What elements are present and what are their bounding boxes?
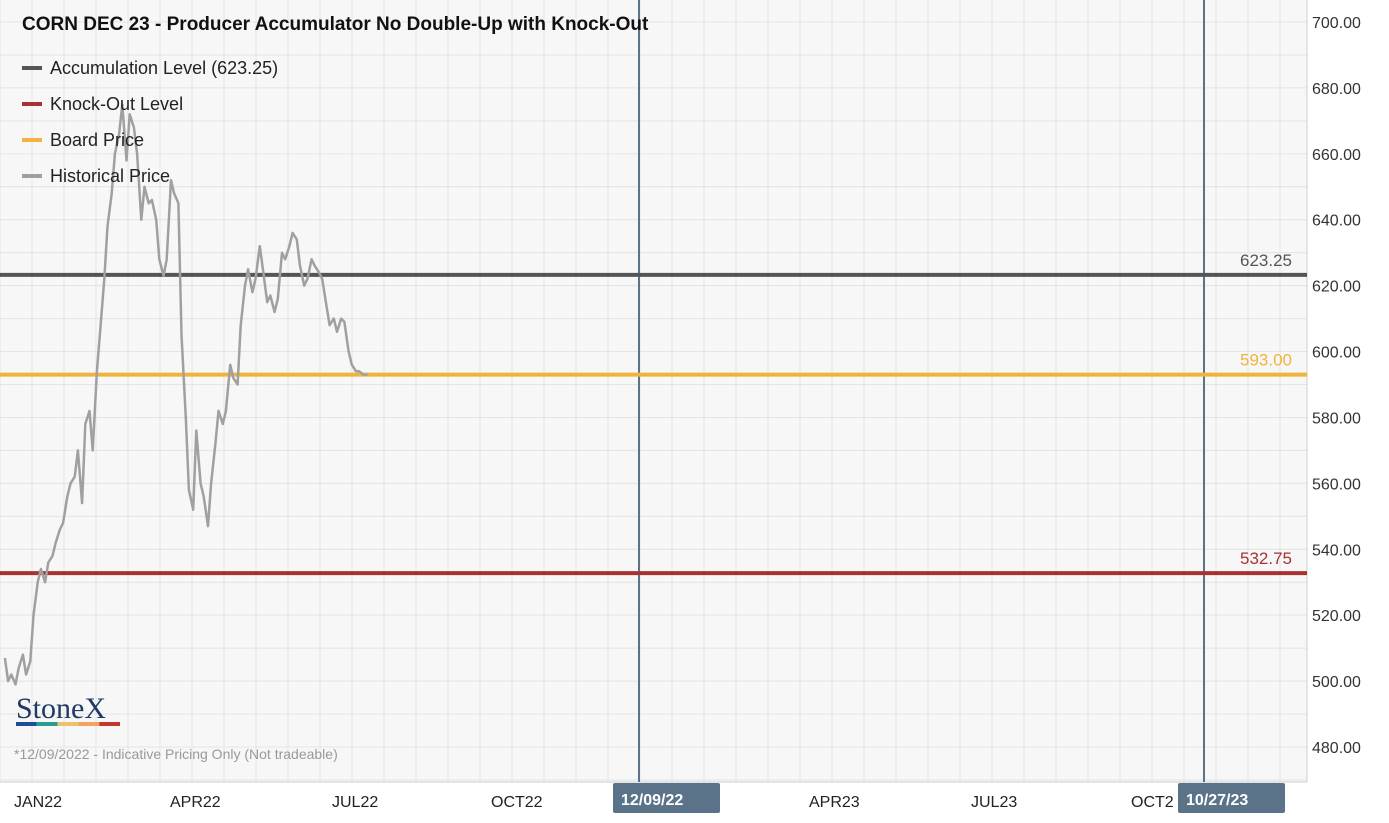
- level-value-label: 623.25: [1240, 251, 1292, 270]
- legend-label: Board Price: [50, 130, 144, 150]
- y-tick-label: 680.00: [1312, 81, 1361, 98]
- y-tick-label: 560.00: [1312, 476, 1361, 493]
- series-line-historical-price: [3, 103, 368, 686]
- footnote: *12/09/2022 - Indicative Pricing Only (N…: [14, 746, 338, 762]
- legend: Accumulation Level (623.25) Knock-Out Lev…: [22, 58, 278, 186]
- marker-tags: 12/09/22 10/27/23: [613, 783, 1285, 813]
- x-tick-label: JUL23: [971, 794, 1017, 811]
- x-tick-label: JUL22: [332, 794, 378, 811]
- x-tick-label: OCT2: [1131, 794, 1174, 811]
- x-tick-label: OCT22: [491, 794, 543, 811]
- plot-background: [0, 0, 1307, 782]
- level-lines: [0, 272, 1307, 576]
- x-axis: JAN22 APR22 JUL22 OCT22 APR23 JUL23 OCT2: [14, 794, 1174, 811]
- y-tick-label: 620.00: [1312, 279, 1361, 296]
- level-value-label: 593.00: [1240, 351, 1292, 370]
- x-tick-label: JAN22: [14, 794, 62, 811]
- logo-wordmark: StoneX: [16, 692, 106, 725]
- y-tick-label: 580.00: [1312, 410, 1361, 427]
- y-tick-label: 600.00: [1312, 345, 1361, 362]
- level-labels: 623.25 532.75 593.00: [1240, 251, 1292, 568]
- legend-label: Accumulation Level (623.25): [50, 58, 278, 78]
- level-value-label: 532.75: [1240, 549, 1292, 568]
- y-tick-label: 640.00: [1312, 213, 1361, 230]
- series-layer: [3, 103, 368, 686]
- logo-stripe: [16, 722, 120, 726]
- y-tick-label: 500.00: [1312, 674, 1361, 691]
- stonex-logo: StoneX: [16, 692, 120, 726]
- logo-stripe-segment: [57, 722, 79, 726]
- marker-date-tag: [613, 783, 720, 813]
- y-tick-label: 540.00: [1312, 542, 1361, 559]
- vertical-markers: [638, 0, 1205, 782]
- legend-label: Historical Price: [50, 166, 170, 186]
- marker-date-tag: [1178, 783, 1285, 813]
- logo-stripe-segment: [99, 722, 120, 726]
- y-tick-label: 520.00: [1312, 608, 1361, 625]
- y-axis: 480.00 500.00 520.00 540.00 560.00 580.00 600.…: [1312, 15, 1361, 757]
- marker-date-label: 12/09/22: [621, 792, 683, 809]
- y-tick-label: 660.00: [1312, 147, 1361, 164]
- y-tick-label: 700.00: [1312, 15, 1361, 32]
- x-tick-label: APR23: [809, 794, 860, 811]
- logo-stripe-segment: [16, 722, 37, 726]
- legend-label: Knock-Out Level: [50, 94, 183, 114]
- marker-date-label: 10/27/23: [1186, 792, 1248, 809]
- y-tick-label: 480.00: [1312, 740, 1361, 757]
- logo-stripe-segment: [78, 722, 100, 726]
- x-tick-label: APR22: [170, 794, 221, 811]
- chart-title: CORN DEC 23 - Producer Accumulator No Do…: [22, 14, 649, 35]
- logo-stripe-segment: [36, 722, 58, 726]
